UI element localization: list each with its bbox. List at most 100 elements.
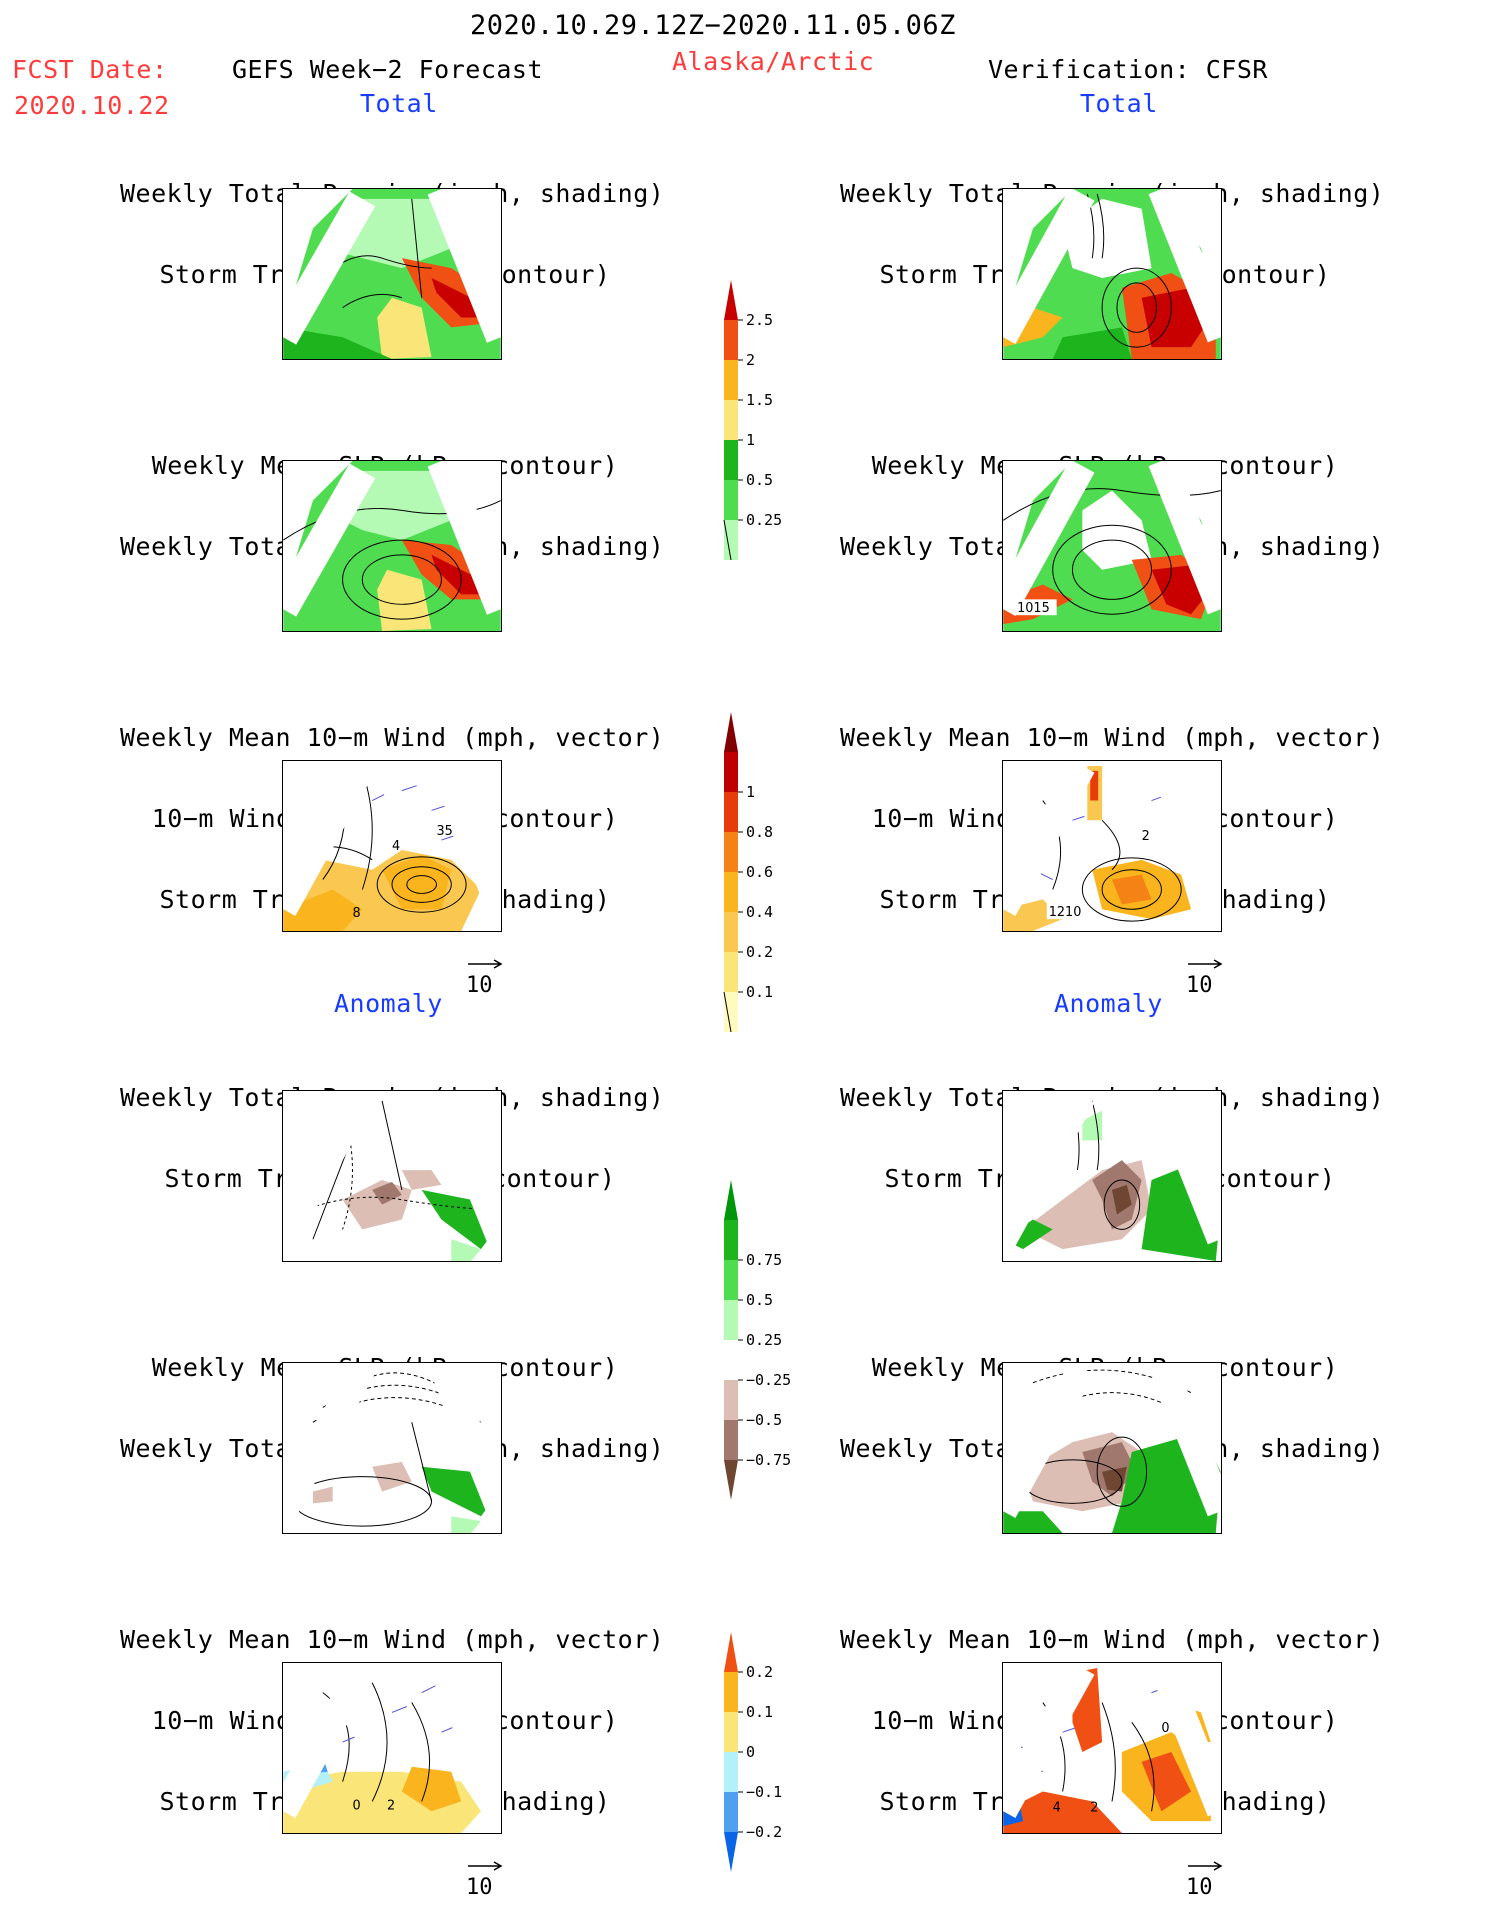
map-svg: 2 1210 xyxy=(1003,761,1221,931)
title-line: Weekly Mean 10−m Wind (mph, vector) xyxy=(840,723,1385,752)
colorbar-tail xyxy=(723,991,732,1033)
vector-ref-label: 10 xyxy=(1186,973,1213,998)
colorbar-swatch xyxy=(724,1632,738,1672)
region-title: Alaska/Arctic xyxy=(672,47,875,76)
colorbar-swatch xyxy=(724,1792,738,1832)
colorbar-tick-label: −0.2 xyxy=(746,1823,782,1841)
colorbar-tail xyxy=(723,519,732,561)
map-svg xyxy=(283,1363,501,1533)
map-fcst-total-precip xyxy=(282,188,502,360)
verification-title: Verification: CFSR xyxy=(988,55,1268,84)
colorbar-storm-anomaly: −0.2 −0.1 0 0.1 0.2 xyxy=(722,1622,802,1886)
title-line: Weekly Mean 10−m Wind (mph, vector) xyxy=(120,723,665,752)
colorbar-tick-label: 0.1 xyxy=(746,1703,773,1721)
contour-label: 35 xyxy=(436,824,452,839)
colorbar-tick-label: 0.2 xyxy=(746,943,773,961)
vector-ref-label: 10 xyxy=(1186,1875,1213,1900)
colorbar-swatch xyxy=(724,1712,738,1752)
vector-reference: 10 xyxy=(466,952,506,998)
contour-label: 2 xyxy=(387,1798,395,1813)
colorbar-tick-label: 0 xyxy=(746,1743,755,1761)
period-title: 2020.10.29.12Z−2020.11.05.06Z xyxy=(470,10,956,41)
colorbar-tick-label: 2.5 xyxy=(746,311,773,329)
colorbar-swatch xyxy=(724,832,738,872)
colorbar-swatch xyxy=(724,712,738,752)
colorbar-swatch xyxy=(724,1340,738,1380)
map-svg xyxy=(283,1091,501,1261)
colorbar-swatch xyxy=(724,752,738,792)
colorbar-tick-label: 0.25 xyxy=(746,1331,782,1349)
vector-ref-label: 10 xyxy=(466,1875,493,1900)
contour-label: 1210 xyxy=(1049,905,1082,920)
section-anomaly-right: Anomaly xyxy=(1054,989,1163,1018)
colorbar-swatch xyxy=(724,872,738,912)
contour-label: 1015 xyxy=(1017,601,1050,616)
colorbar-tick-label: 0.4 xyxy=(746,903,773,921)
colorbar-tick-label: 1 xyxy=(746,783,755,801)
map-obs-slp-precip: 1015 xyxy=(1002,460,1222,632)
vector-reference: 10 xyxy=(1186,1854,1226,1900)
title-line: Weekly Mean 10−m Wind (mph, vector) xyxy=(840,1625,1385,1654)
colorbar-tick-label: 0.2 xyxy=(746,1663,773,1681)
map-obs-total-wind: 2 1210 xyxy=(1002,760,1222,932)
colorbar-swatch xyxy=(724,1220,738,1260)
map-svg xyxy=(283,189,501,359)
colorbar-tick-label: 1.5 xyxy=(746,391,773,409)
contour-label: 8 xyxy=(352,906,360,921)
colorbar-tick-label: 0.75 xyxy=(746,1251,782,1269)
vector-reference: 10 xyxy=(1186,952,1226,998)
colorbar-swatch xyxy=(724,1752,738,1792)
title-line: Weekly Mean 10−m Wind (mph, vector) xyxy=(120,1625,665,1654)
colorbar-swatch xyxy=(724,1672,738,1712)
colorbar-tick-label: 0.1 xyxy=(746,983,773,1001)
colorbar-swatch xyxy=(724,520,738,560)
map-svg: 35 4 8 xyxy=(283,761,501,931)
map-svg xyxy=(1003,1091,1221,1261)
colorbar-tick-label: −0.5 xyxy=(746,1411,782,1429)
colorbar-swatch xyxy=(724,1300,738,1340)
colorbar-tick-label: −0.25 xyxy=(746,1371,791,1389)
vector-arrow-icon xyxy=(468,1861,503,1871)
map-fcst-slp-precip xyxy=(282,460,502,632)
colorbar-tick-label: 0.5 xyxy=(746,471,773,489)
gefs-forecast-title: GEFS Week−2 Forecast xyxy=(232,55,544,84)
contour-label: 0 xyxy=(1161,1721,1169,1736)
map-svg xyxy=(1003,1363,1221,1533)
map-obs-anom-wind: 0 4 2 xyxy=(1002,1662,1222,1834)
colorbar-swatch xyxy=(724,792,738,832)
map-fcst-anom-wind: 0 2 xyxy=(282,1662,502,1834)
colorbar-svg: 0.1 0.2 0.4 0.6 0.8 1 xyxy=(723,712,773,1033)
contour-label: 4 xyxy=(1053,1800,1061,1815)
colorbar-swatch xyxy=(724,1260,738,1300)
vector-reference: 10 xyxy=(466,1854,506,1900)
contour-label: 4 xyxy=(392,839,400,854)
colorbar-svg: 0.25 0.5 1 1.5 2 2.5 xyxy=(723,280,782,561)
colorbar-tick-label: 0.25 xyxy=(746,511,782,529)
colorbar-swatch xyxy=(724,1380,738,1420)
colorbar-svg: −0.2 −0.1 0 0.1 0.2 xyxy=(724,1632,782,1872)
map-svg: 1015 xyxy=(1003,461,1221,631)
colorbar-swatch xyxy=(724,280,738,320)
vector-ref-label: 10 xyxy=(466,973,493,998)
map-fcst-total-wind: 35 4 8 xyxy=(282,760,502,932)
colorbar-swatch xyxy=(724,992,738,1032)
colorbar-swatch xyxy=(724,440,738,480)
colorbar-swatch xyxy=(724,1832,738,1872)
fcst-date-value: 2020.10.22 xyxy=(14,91,170,120)
fcst-date-label: FCST Date: xyxy=(12,55,168,84)
colorbar-swatch xyxy=(724,952,738,992)
colorbar-tick-label: 1 xyxy=(746,431,755,449)
map-obs-total-precip xyxy=(1002,188,1222,360)
contour-label: 2 xyxy=(1090,1800,1098,1815)
map-svg: 0 2 xyxy=(283,1663,501,1833)
colorbar-tick-label: 2 xyxy=(746,351,755,369)
colorbar-swatch xyxy=(724,912,738,952)
map-svg xyxy=(1003,189,1221,359)
colorbar-svg: −0.75 −0.5 −0.25 0.25 0.5 0.75 xyxy=(724,1180,791,1500)
colorbar-storm-total: 0.1 0.2 0.4 0.6 0.8 1 xyxy=(722,702,802,1033)
colorbar-tick-label: 0.6 xyxy=(746,863,773,881)
colorbar-tick-label: 0.5 xyxy=(746,1291,773,1309)
map-fcst-anom-slp xyxy=(282,1362,502,1534)
colorbar-swatch xyxy=(724,1180,738,1220)
contour-label: 0 xyxy=(352,1798,360,1813)
